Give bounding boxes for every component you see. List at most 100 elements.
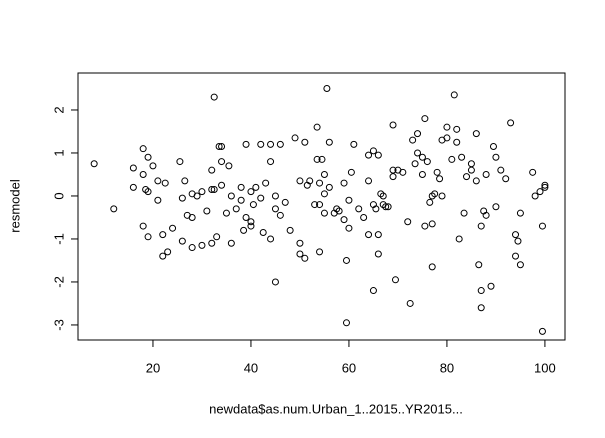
- point: [249, 201, 257, 209]
- point: [227, 239, 235, 247]
- point: [276, 211, 284, 219]
- y-tick-label: -2: [51, 276, 66, 288]
- point: [323, 84, 331, 92]
- point: [320, 190, 328, 198]
- point: [335, 207, 343, 215]
- point: [320, 209, 328, 217]
- point: [271, 192, 279, 200]
- point: [536, 188, 544, 196]
- x-tick-label: 20: [146, 360, 160, 375]
- point: [296, 239, 304, 247]
- point: [411, 160, 419, 168]
- point: [360, 213, 368, 221]
- point: [176, 158, 184, 166]
- point: [404, 218, 412, 226]
- point: [198, 188, 206, 196]
- point: [296, 250, 304, 258]
- point: [257, 140, 265, 148]
- point: [438, 192, 446, 200]
- point: [159, 252, 167, 260]
- y-tick-label: 2: [51, 106, 66, 113]
- point: [423, 158, 431, 166]
- point: [374, 151, 382, 159]
- point: [477, 287, 485, 295]
- point: [193, 192, 201, 200]
- point: [188, 213, 196, 221]
- point: [90, 160, 98, 168]
- point: [489, 143, 497, 151]
- point: [139, 170, 147, 178]
- point: [436, 175, 444, 183]
- x-tick-label: 60: [342, 360, 356, 375]
- point: [129, 183, 137, 191]
- x-axis-label: newdata$as.num.Urban_1..2015..YR2015...: [209, 401, 463, 416]
- point: [262, 179, 270, 187]
- point: [389, 121, 397, 129]
- point: [129, 164, 137, 172]
- point: [492, 153, 500, 161]
- point: [198, 241, 206, 249]
- point: [218, 181, 226, 189]
- point: [472, 177, 480, 185]
- point: [110, 205, 118, 213]
- point: [455, 235, 463, 243]
- point: [467, 166, 475, 174]
- point: [414, 149, 422, 157]
- point: [139, 145, 147, 153]
- point: [218, 158, 226, 166]
- point: [538, 222, 546, 230]
- x-tick-label: 100: [534, 360, 556, 375]
- point: [342, 319, 350, 327]
- point: [406, 299, 414, 307]
- point: [139, 222, 147, 230]
- point: [365, 151, 373, 159]
- point: [318, 155, 326, 163]
- point: [409, 136, 417, 144]
- point: [320, 170, 328, 178]
- point: [365, 177, 373, 185]
- y-tick-label: -1: [51, 233, 66, 245]
- point: [355, 205, 363, 213]
- point: [463, 173, 471, 181]
- point: [342, 256, 350, 264]
- point: [247, 188, 255, 196]
- point: [384, 203, 392, 211]
- point: [213, 233, 221, 241]
- point: [291, 134, 299, 142]
- point: [428, 220, 436, 228]
- point: [247, 222, 255, 230]
- point: [516, 261, 524, 269]
- point: [208, 166, 216, 174]
- point: [379, 192, 387, 200]
- point: [372, 205, 380, 213]
- point: [414, 130, 422, 138]
- point: [374, 231, 382, 239]
- point: [428, 263, 436, 271]
- point: [225, 162, 233, 170]
- point: [453, 125, 461, 133]
- point: [164, 248, 172, 256]
- point: [252, 183, 260, 191]
- point: [144, 233, 152, 241]
- point: [313, 155, 321, 163]
- point: [222, 209, 230, 217]
- point: [144, 188, 152, 196]
- point: [482, 170, 490, 178]
- point: [431, 190, 439, 198]
- point: [482, 211, 490, 219]
- point: [210, 186, 218, 194]
- point: [325, 183, 333, 191]
- point: [467, 160, 475, 168]
- point: [203, 207, 211, 215]
- point: [369, 287, 377, 295]
- point: [529, 168, 537, 176]
- point: [365, 231, 373, 239]
- point: [340, 216, 348, 224]
- point: [242, 140, 250, 148]
- point: [492, 203, 500, 211]
- point: [347, 168, 355, 176]
- point: [296, 177, 304, 185]
- point: [286, 226, 294, 234]
- point: [257, 194, 265, 202]
